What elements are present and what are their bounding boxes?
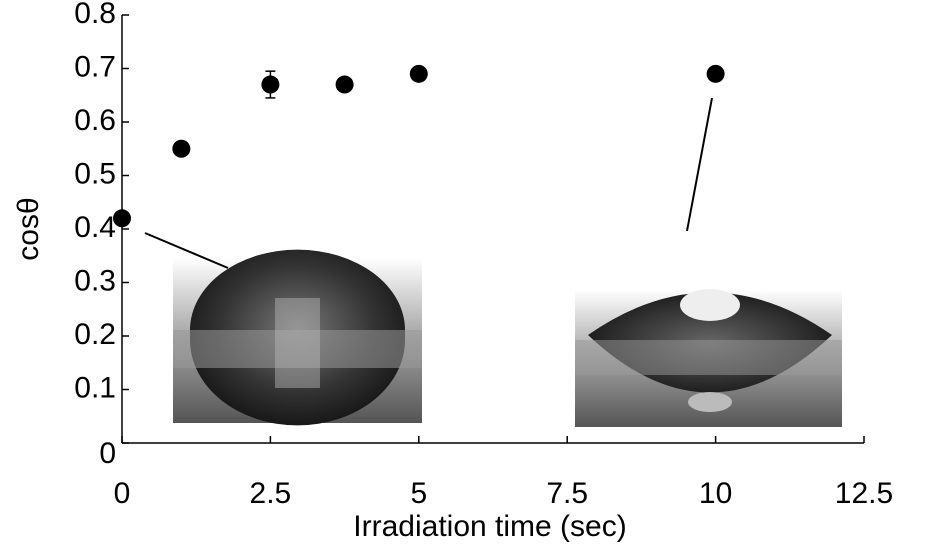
data-point [706, 64, 725, 83]
y-tick-label: 0.5 [74, 157, 116, 190]
droplet-image-right [575, 289, 842, 427]
y-tick-label: 0.3 [74, 264, 116, 297]
data-point [261, 75, 280, 94]
callout-line [144, 232, 229, 269]
y-tick-label: 0.2 [74, 318, 116, 351]
y-tick-label: 0.4 [74, 211, 116, 244]
droplet-image-left [173, 249, 422, 426]
x-tick-label: 2.5 [250, 477, 292, 510]
y-tick-label: 0.8 [74, 0, 116, 30]
callout-line [686, 97, 713, 232]
y-tick-label: 0.1 [74, 371, 116, 404]
data-point [335, 75, 354, 94]
y-axis-label: cosθ [12, 197, 45, 260]
y-tick-label: 0.6 [74, 104, 116, 137]
x-tick-label: 5 [410, 477, 427, 510]
x-tick-label: 0 [114, 477, 131, 510]
data-point [172, 139, 191, 158]
x-tick-label: 7.5 [546, 477, 588, 510]
y-tick-label: 0 [99, 437, 116, 470]
data-point [113, 209, 131, 228]
x-tick-label: 10 [699, 477, 732, 510]
y-tick-label: 0.7 [74, 50, 116, 83]
x-axis-label: Irradiation time (sec) [353, 510, 626, 543]
x-tick-label: 12.5 [835, 477, 893, 510]
data-point [409, 64, 428, 83]
